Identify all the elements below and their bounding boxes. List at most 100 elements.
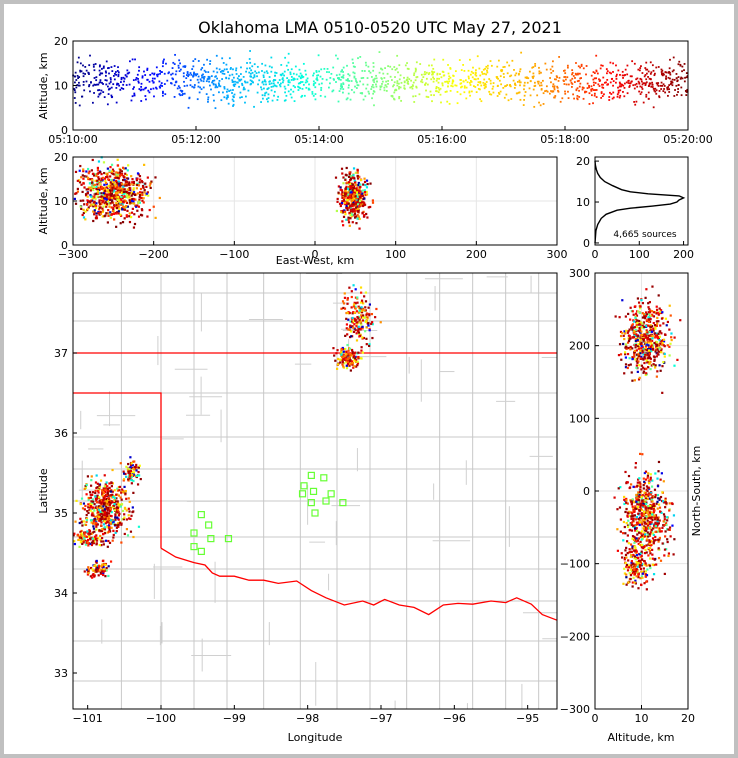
time-height-point [148, 91, 151, 94]
time-height-point [84, 73, 86, 75]
time-height-point [415, 86, 418, 89]
plan-view-point [92, 514, 95, 517]
time-height-point [669, 58, 671, 61]
time-height-point [274, 71, 277, 74]
plan-view-point [117, 525, 120, 528]
ew-height-point [352, 167, 356, 170]
ns-height-point [623, 525, 626, 529]
plan-view-point [87, 566, 90, 569]
time-height-point [598, 78, 600, 81]
time-height-point [268, 80, 271, 83]
ns-height-point [648, 346, 651, 349]
ew-height-point [105, 212, 108, 215]
ns-height-point [629, 543, 633, 546]
time-height-point [193, 86, 196, 89]
time-height-point [78, 104, 81, 107]
time-height-point [232, 100, 235, 103]
ns-height-point [646, 336, 650, 340]
lma-station-marker [322, 497, 330, 505]
ew-height-point [86, 208, 89, 211]
time-height-point [305, 79, 308, 82]
plan-view-point [81, 534, 84, 537]
plan-view-point [120, 522, 123, 525]
time-height-point [580, 63, 583, 66]
time-height-point [484, 82, 487, 85]
time-height-point [469, 81, 471, 84]
ew-height-point [340, 167, 344, 170]
time-height-point [475, 69, 477, 72]
time-height-point [240, 78, 243, 81]
ns-height-point [641, 523, 644, 526]
time-height-point [275, 85, 278, 88]
ew-height-point [138, 181, 141, 184]
time-height-point [340, 70, 343, 73]
plan-view-point [357, 325, 360, 328]
ns-height-point [627, 330, 630, 333]
ns-height-point [639, 482, 642, 486]
time-height-point [141, 76, 144, 79]
ew-height-point [121, 221, 125, 224]
plan-view-point [95, 506, 98, 509]
time-height-point [256, 65, 259, 68]
ew-height-point [118, 173, 121, 176]
time-height-point [436, 77, 439, 80]
time-height-point [525, 77, 528, 79]
ns-height-point [667, 528, 670, 531]
time-height-point [441, 84, 444, 87]
ns-height-point [646, 531, 649, 534]
plan-view-point [348, 355, 352, 358]
ew-height-point [113, 189, 116, 192]
time-height-point [182, 75, 185, 78]
time-height-point [555, 75, 558, 78]
plan-view-point [83, 508, 86, 511]
time-height-point [374, 77, 376, 80]
time-height-point [357, 57, 359, 60]
time-height-point [647, 85, 650, 87]
ew-height-point [340, 193, 343, 196]
plan-view-point [353, 359, 356, 362]
ew-height-point [106, 167, 109, 170]
ns-height-point [646, 332, 649, 335]
ns-height-point [679, 319, 682, 322]
ns-height-point [639, 342, 642, 346]
ew-height-point [350, 191, 353, 194]
time-height-point [372, 65, 375, 68]
ew-height-point [97, 171, 100, 175]
time-height-point [561, 97, 564, 100]
ew-height-point [94, 173, 97, 176]
time-height-point [517, 73, 520, 76]
ns-height-point [637, 337, 640, 340]
ns-height-point [652, 327, 655, 330]
ew-height-point [363, 203, 367, 206]
time-height-point [508, 64, 511, 67]
time-height-point [207, 71, 210, 73]
plan-view-point [371, 321, 374, 324]
ew-height-point [79, 205, 82, 208]
ew-height-point [116, 164, 119, 167]
ew-height-point [117, 198, 121, 201]
ew-height-point [345, 218, 348, 221]
plan-view-point [91, 537, 94, 540]
plan-view-point [348, 359, 351, 362]
time-height-point [317, 74, 320, 77]
time-height-point [220, 99, 223, 102]
time-height-point [341, 69, 344, 71]
ew-height-point [96, 172, 99, 176]
plan-view-point [360, 346, 363, 349]
ew-height-point [103, 202, 106, 205]
ew-height-point [124, 172, 127, 175]
time-height-point [214, 75, 217, 78]
time-height-point [345, 98, 348, 101]
ns-height-point [672, 553, 675, 556]
ew-height-point [95, 185, 98, 188]
time-height-point [673, 78, 676, 81]
ns-height-point [648, 539, 651, 542]
plan-view-point [107, 526, 111, 529]
time-height-point [657, 82, 660, 84]
time-height-point [270, 70, 273, 73]
plan-view-point [347, 362, 351, 365]
time-height-point [166, 79, 169, 82]
ew-height-point [112, 170, 115, 173]
ew-height-point [358, 189, 361, 193]
ew-height-point [95, 217, 98, 220]
